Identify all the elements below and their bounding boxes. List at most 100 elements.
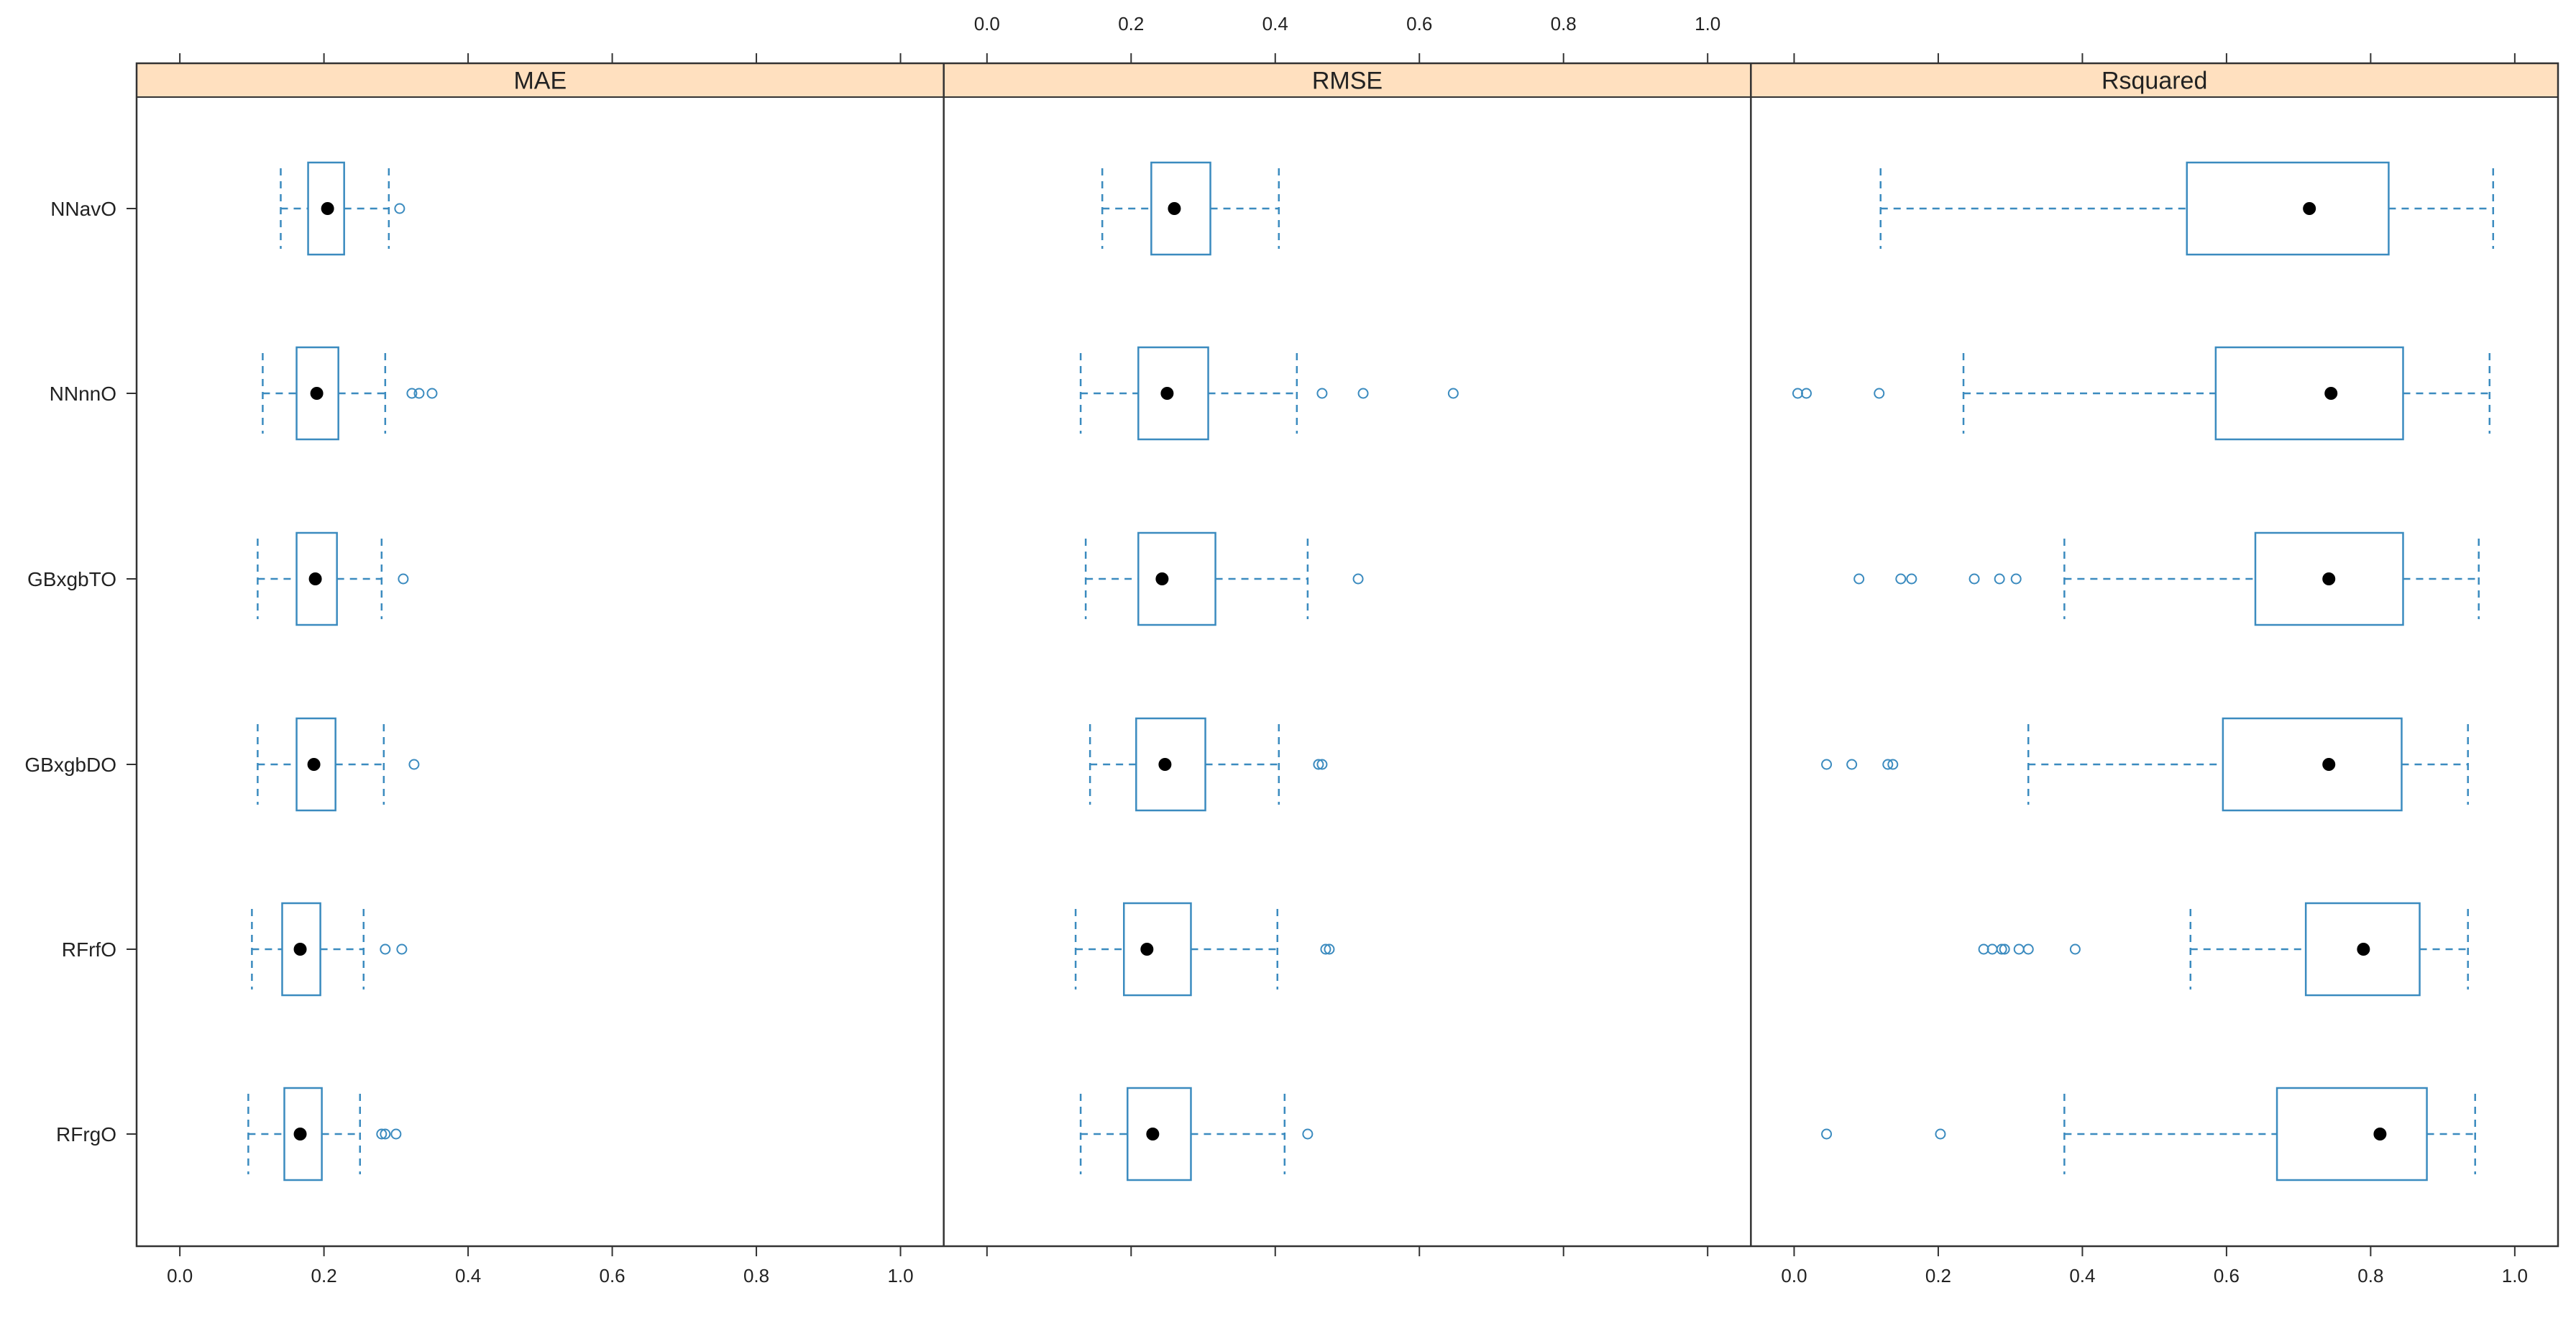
median-dot [2322, 572, 2336, 585]
median-dot [321, 202, 334, 215]
strip-label: RMSE [1312, 68, 1383, 95]
outlier-point [376, 1128, 388, 1140]
bottom-tick-label: 0.0 [1781, 1265, 1807, 1286]
strip-header [136, 63, 945, 98]
top-tick-label: 0.6 [1406, 13, 1432, 35]
box-rfrgo [1821, 1087, 2476, 1181]
box-iqr [295, 346, 339, 441]
bottom-tick-group: 0.0 0.2 0.4 0.6 0.8 1.0 0.0 0.2 0.4 0.6 0.8 1.0 [167, 1246, 2528, 1286]
outlier-point [1882, 759, 1894, 770]
box-iqr [2254, 531, 2404, 626]
box-iqr [281, 902, 321, 997]
box-iqr [2275, 1087, 2428, 1181]
box-gbxgbto [257, 531, 409, 626]
outlier-point [1357, 388, 1369, 399]
bottom-tick-label: 0.8 [743, 1265, 769, 1286]
category-label: GBxgbTO [27, 568, 116, 590]
outlier-point [1316, 388, 1328, 399]
outlier-point [1887, 759, 1899, 770]
outlier-point [1313, 759, 1324, 770]
panel-rsquared: Rsquared [1750, 63, 2559, 1246]
box-rfrgo [1079, 1087, 1314, 1181]
bottom-tick-label: 0.6 [2214, 1265, 2240, 1286]
strip-label: Rsquared [2101, 68, 2207, 95]
outlier-point [1874, 388, 1885, 399]
median-dot [293, 1128, 307, 1141]
box-iqr [295, 531, 338, 626]
panel-mae: MAE [136, 63, 945, 1181]
outlier-point [390, 1128, 402, 1140]
box-nnavo [280, 161, 405, 256]
box-iqr [1123, 902, 1192, 997]
top-tick-label: 0.0 [974, 13, 1000, 35]
box-iqr [1150, 161, 1211, 256]
box-iqr [2222, 717, 2403, 812]
bottom-tick-label: 0.8 [2357, 1265, 2383, 1286]
outlier-point [2010, 573, 2022, 585]
top-tick-group: 0.0 0.2 0.4 0.6 0.8 1.0 [179, 13, 2516, 63]
outlier-point [1447, 388, 1459, 399]
panel-rmse: RMSE [943, 63, 1752, 1246]
box-rfrfo [1074, 902, 1335, 997]
category-label: GBxgbDO [24, 754, 116, 776]
bottom-tick-label: 0.2 [311, 1265, 337, 1286]
outlier-point [1821, 1128, 1833, 1140]
outlier-point [1935, 1128, 1946, 1140]
outlier-point [2013, 943, 2025, 955]
box-iqr [283, 1087, 323, 1181]
top-tick-label: 0.2 [1118, 13, 1144, 35]
bottom-tick-label: 0.0 [167, 1265, 193, 1286]
median-dot [2373, 1128, 2387, 1141]
median-dot [2322, 758, 2336, 771]
box-nnnno [1792, 346, 2491, 441]
outlier-point [1320, 943, 1331, 955]
box-nnavo [1879, 161, 2495, 256]
box-iqr [2304, 902, 2421, 997]
box-gbxgbto [1084, 531, 1364, 626]
median-dot [2357, 943, 2370, 956]
box-gbxgbto [1853, 531, 2480, 626]
outlier-point [1352, 573, 1364, 585]
box-nnnno [262, 346, 438, 441]
outlier-point [413, 388, 425, 399]
median-dot [2303, 202, 2316, 215]
median-dot [1146, 1128, 1160, 1141]
outlier-point [380, 1128, 391, 1140]
box-iqr [307, 161, 345, 256]
outlier-point [1906, 573, 1917, 585]
plot-frame [135, 62, 2559, 1248]
box-iqr [1127, 1087, 1192, 1181]
outlier-point [406, 388, 418, 399]
top-tick-label: 0.8 [1551, 13, 1577, 35]
category-label-group: NNavO NNnnO GBxgbTO GBxgbDO RFrfO RFrgO [24, 198, 137, 1146]
box-gbxgbdo [257, 717, 420, 812]
median-dot [310, 387, 324, 400]
bottom-tick-label: 0.6 [599, 1265, 625, 1286]
median-dot [1140, 943, 1154, 956]
outlier-point [1996, 943, 2007, 955]
box-iqr [1137, 531, 1216, 626]
outlier-point [1316, 759, 1328, 770]
outlier-point [1968, 573, 1980, 585]
top-tick-label: 0.4 [1262, 13, 1288, 35]
box-rfrfo [251, 902, 408, 997]
box-gbxgbdo [1088, 717, 1328, 812]
outlier-point [1801, 388, 1812, 399]
outlier-point [1853, 573, 1865, 585]
box-iqr [295, 717, 336, 812]
category-label: NNnnO [50, 383, 116, 405]
outlier-point [2069, 943, 2081, 955]
median-dot [2324, 387, 2338, 400]
bottom-tick-label: 1.0 [887, 1265, 913, 1286]
outlier-point [1302, 1128, 1314, 1140]
median-dot [1160, 387, 1174, 400]
outlier-point [1994, 573, 2005, 585]
bottom-tick-label: 0.4 [455, 1265, 481, 1286]
category-label: RFrfO [62, 938, 116, 961]
panel-group: MAE RMSE Rsquared [136, 63, 2559, 1246]
median-dot [293, 943, 307, 956]
box-nnavo [1101, 161, 1280, 256]
top-tick-label: 1.0 [1695, 13, 1720, 35]
bottom-tick-label: 0.2 [1925, 1265, 1951, 1286]
category-label: NNavO [50, 198, 116, 220]
